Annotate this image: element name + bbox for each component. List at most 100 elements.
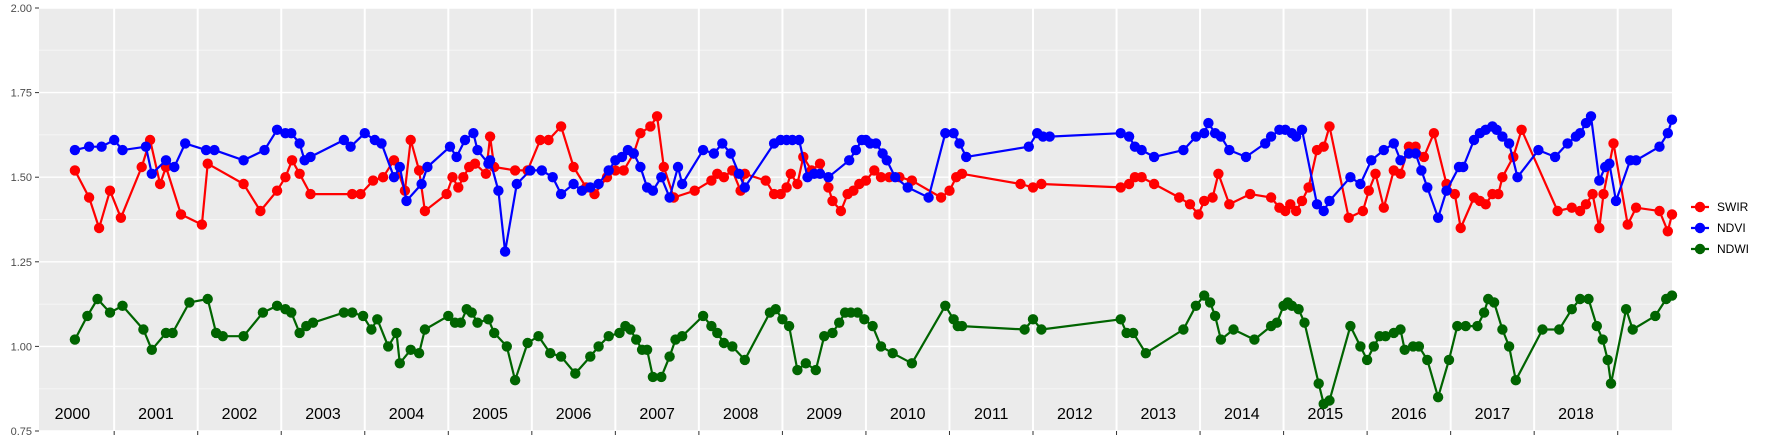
data-point xyxy=(814,168,826,179)
data-point xyxy=(850,144,862,156)
data-point xyxy=(469,158,481,169)
data-point xyxy=(154,178,166,190)
data-point xyxy=(852,307,863,318)
data-point xyxy=(146,344,157,355)
data-point xyxy=(1458,161,1469,173)
data-point xyxy=(489,327,500,339)
data-point xyxy=(200,144,212,156)
year-label: 2007 xyxy=(639,406,675,423)
data-point xyxy=(906,358,918,369)
data-point xyxy=(1552,205,1563,217)
data-point xyxy=(1224,144,1235,156)
data-point xyxy=(1324,195,1335,207)
data-point xyxy=(545,348,556,359)
data-point xyxy=(472,317,483,328)
data-point xyxy=(555,121,567,132)
data-point xyxy=(1493,188,1504,200)
data-point xyxy=(1015,178,1026,190)
data-point xyxy=(1591,320,1603,332)
legend-key-point xyxy=(1694,201,1706,213)
y-tick-label: 1.50 xyxy=(11,172,32,184)
data-point xyxy=(1662,128,1674,139)
data-point xyxy=(1580,199,1592,210)
legend-key-point xyxy=(1694,243,1706,255)
data-point xyxy=(1630,202,1642,213)
data-point xyxy=(718,337,730,349)
data-point xyxy=(647,185,659,196)
y-tick-label: 1.25 xyxy=(11,257,32,269)
data-point xyxy=(1123,131,1135,142)
data-point xyxy=(844,155,855,166)
data-point xyxy=(1136,144,1147,156)
data-point xyxy=(1285,199,1296,210)
data-point xyxy=(238,178,249,190)
data-point xyxy=(1497,172,1508,183)
year-label: 2011 xyxy=(974,406,1009,423)
data-point xyxy=(956,320,968,332)
data-point xyxy=(785,168,796,179)
data-point xyxy=(466,307,477,318)
y-tick-label: 1.00 xyxy=(11,341,32,353)
data-point xyxy=(391,327,402,339)
data-point xyxy=(367,175,379,186)
data-point xyxy=(169,161,180,173)
year-label: 2006 xyxy=(556,406,592,423)
data-point xyxy=(1123,178,1135,190)
data-point xyxy=(509,375,521,386)
data-point xyxy=(1594,222,1605,234)
data-point xyxy=(647,371,659,383)
data-point xyxy=(1537,324,1548,335)
data-point xyxy=(376,138,387,149)
data-point xyxy=(443,310,454,322)
data-point xyxy=(618,165,629,176)
data-point xyxy=(770,304,781,315)
data-point xyxy=(890,172,901,183)
data-point xyxy=(1627,324,1638,335)
data-point xyxy=(1416,165,1427,176)
data-point xyxy=(585,182,596,193)
data-point xyxy=(1512,172,1523,183)
data-point xyxy=(413,165,425,176)
data-point xyxy=(1318,141,1329,152)
data-point xyxy=(1209,310,1221,322)
data-point xyxy=(672,161,684,173)
data-point xyxy=(1562,138,1573,149)
data-point xyxy=(1598,188,1609,200)
data-point xyxy=(645,121,656,132)
data-point xyxy=(1036,178,1047,190)
data-point xyxy=(961,151,972,163)
data-point xyxy=(940,300,951,311)
data-point xyxy=(1549,151,1561,163)
data-point xyxy=(1148,178,1160,190)
data-point xyxy=(859,314,870,325)
year-label: 2018 xyxy=(1558,406,1594,423)
data-point xyxy=(1413,341,1425,352)
data-point xyxy=(1395,324,1406,335)
data-point xyxy=(616,151,628,163)
data-point xyxy=(568,161,579,173)
data-point xyxy=(1299,317,1310,328)
data-point xyxy=(1265,131,1277,142)
data-point xyxy=(104,307,116,318)
data-point xyxy=(1666,114,1678,125)
year-label: 2009 xyxy=(806,406,842,423)
data-point xyxy=(593,341,604,352)
data-point xyxy=(347,307,358,318)
data-point xyxy=(307,317,319,328)
data-point xyxy=(1115,182,1126,193)
data-point xyxy=(658,161,669,173)
data-point xyxy=(196,219,208,230)
data-point xyxy=(1428,128,1440,139)
data-point xyxy=(1193,209,1204,220)
data-point xyxy=(1213,168,1224,179)
legend-label: NDWI xyxy=(1717,242,1749,256)
year-label: 2017 xyxy=(1475,406,1511,423)
data-point xyxy=(543,134,554,146)
data-point xyxy=(413,348,425,359)
data-point xyxy=(867,320,878,332)
data-point xyxy=(388,155,400,166)
data-point xyxy=(259,144,270,156)
data-point xyxy=(1115,128,1126,139)
data-point xyxy=(83,192,95,203)
data-point xyxy=(472,144,483,156)
